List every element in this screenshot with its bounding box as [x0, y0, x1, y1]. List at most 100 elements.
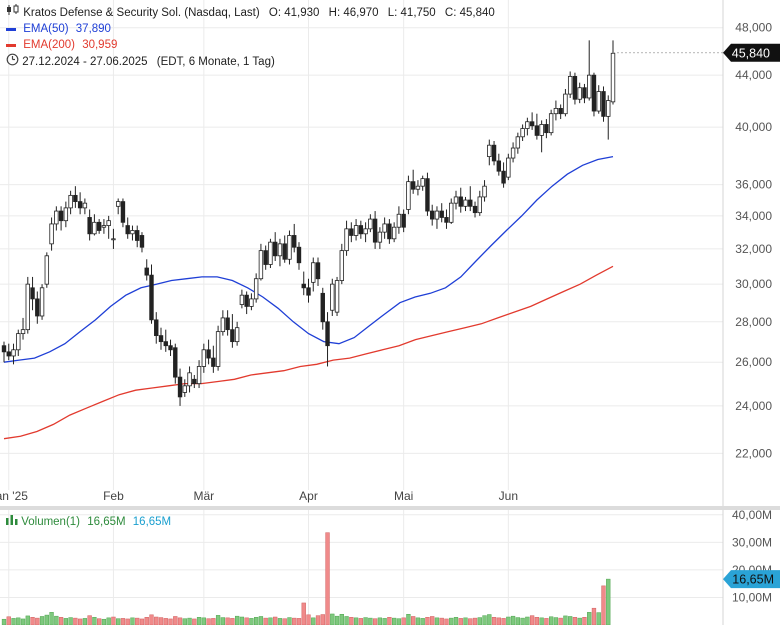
volume-bar	[487, 614, 492, 625]
candle	[539, 120, 544, 153]
candle-body	[168, 345, 173, 351]
pane-separator	[0, 506, 780, 510]
candle-body	[234, 327, 240, 343]
candle	[548, 109, 554, 136]
candle-body	[415, 185, 421, 190]
volume-bar	[510, 615, 516, 625]
volume-bar	[339, 614, 344, 625]
candle	[287, 230, 292, 265]
candle	[563, 88, 568, 117]
candle-body	[311, 262, 316, 283]
candle	[577, 82, 582, 104]
price-y-tick-label: 30,000	[735, 277, 772, 291]
ema50-label: EMA(50)	[23, 23, 69, 35]
candle-body	[20, 329, 26, 335]
candle-body	[449, 202, 454, 223]
candle-body	[68, 194, 73, 209]
candle	[415, 180, 421, 196]
candle-body	[92, 221, 97, 235]
candle	[96, 219, 102, 234]
candle	[263, 245, 268, 270]
volume-bar	[572, 617, 578, 625]
candle-body	[510, 147, 516, 159]
volume-bar	[387, 617, 392, 625]
candle-body	[587, 74, 592, 99]
volume-bar	[439, 617, 444, 625]
candle	[382, 217, 387, 239]
high-label: H:	[328, 6, 341, 19]
candle-body	[358, 225, 364, 235]
legend-ema200[interactable]: EMA(200) 30,959	[6, 37, 117, 53]
candle	[468, 186, 473, 212]
volume-y-tick-label: 30,00M	[732, 535, 772, 549]
candle	[292, 223, 297, 253]
candle-body	[539, 124, 544, 136]
x-tick-label: Jun	[499, 489, 518, 503]
volume-bar	[458, 618, 463, 625]
volume-bar	[225, 617, 230, 625]
candle	[567, 71, 573, 98]
candle-body	[282, 243, 287, 260]
candle	[49, 217, 54, 251]
candle-body	[506, 157, 511, 178]
candle-body	[130, 230, 135, 235]
candle-body	[111, 238, 116, 241]
candle-body	[96, 221, 102, 231]
legend-ema50[interactable]: EMA(50) 37,890	[6, 21, 111, 37]
candle	[1, 341, 7, 363]
volume-bar	[430, 616, 435, 625]
legend-volume[interactable]: Volumen(1) 16,65M 16,65M	[6, 514, 171, 530]
volume-bar	[68, 617, 73, 625]
candle-body	[596, 91, 601, 112]
candle	[168, 339, 173, 356]
candle	[358, 220, 364, 239]
candle-body	[16, 333, 21, 351]
candle	[339, 243, 345, 285]
volume-bar	[477, 617, 482, 625]
candle	[158, 327, 164, 350]
candle-body	[163, 341, 168, 347]
candle-body	[525, 121, 530, 129]
volume-bar	[434, 617, 440, 625]
volume-bar	[258, 616, 264, 625]
volume-bar	[277, 618, 283, 625]
candle	[320, 287, 325, 330]
volume-bar	[296, 618, 302, 625]
candle	[525, 117, 530, 136]
candle-body	[144, 267, 149, 276]
volume-bar	[334, 615, 340, 625]
ema200-value: 30,959	[82, 39, 118, 51]
last-price-badge	[723, 43, 780, 62]
volume-bar	[525, 616, 530, 625]
candle	[544, 119, 549, 139]
price-y-tick-label: 26,000	[735, 355, 772, 369]
candle	[477, 190, 482, 216]
candle-body	[63, 207, 69, 222]
volume-bar	[201, 617, 206, 625]
candle	[211, 345, 216, 373]
candle-body	[258, 250, 264, 280]
candle	[111, 228, 116, 249]
volume-bar	[301, 602, 306, 625]
volume-bar	[120, 618, 126, 625]
volume-bar	[353, 617, 359, 625]
candle	[496, 153, 502, 176]
candle-body	[430, 210, 435, 220]
candle-body	[87, 217, 92, 235]
volume-bar	[563, 615, 568, 625]
candle-body	[106, 220, 111, 226]
x-tick-label: Jan '25	[0, 489, 28, 503]
candle	[520, 124, 525, 141]
candle-body	[553, 108, 559, 115]
volume-bar	[263, 617, 268, 625]
candle-body	[482, 185, 487, 198]
candle-body	[239, 294, 245, 305]
volume-bar	[82, 618, 88, 625]
price-y-tick-label: 44,000	[735, 68, 772, 82]
candle	[268, 238, 273, 269]
candle-body	[377, 231, 383, 243]
candle-body	[263, 250, 268, 265]
candle	[410, 169, 416, 194]
candle-body	[77, 201, 83, 209]
